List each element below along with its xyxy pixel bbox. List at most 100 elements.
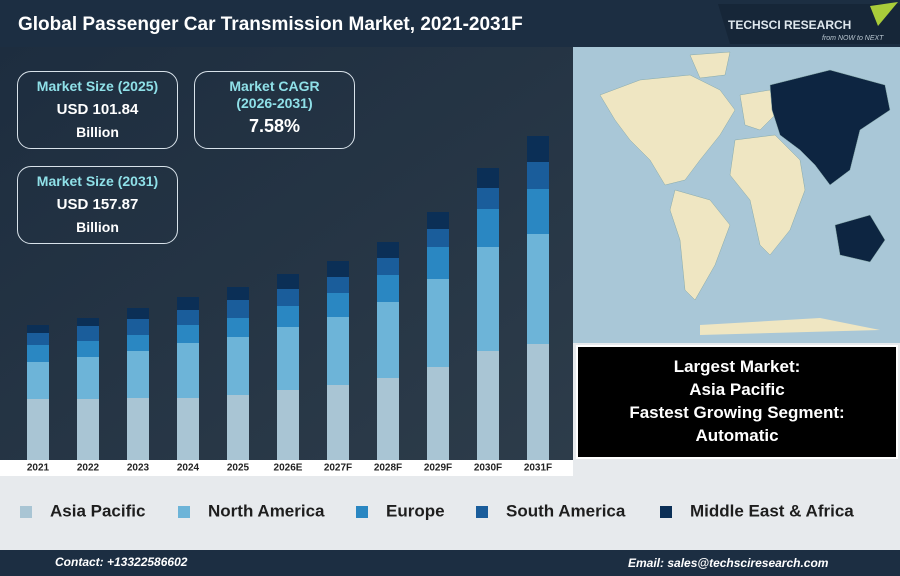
highlight-line: Asia Pacific	[689, 380, 785, 399]
contact: Contact: +13322586602	[55, 555, 188, 569]
bar-segment	[27, 362, 49, 399]
stat-value: 7.58%	[248, 116, 301, 136]
highlight-line: Largest Market:	[673, 357, 801, 376]
bar-segment	[277, 289, 299, 306]
bar-segment	[427, 247, 449, 279]
bar-segment	[377, 302, 399, 378]
bar-segment	[227, 300, 249, 318]
bar-segment	[77, 341, 99, 357]
bar-segment	[177, 297, 199, 310]
legend-label: Middle East & Africa	[690, 501, 854, 520]
bar-segment	[277, 390, 299, 460]
stat-label: Market CAGR	[229, 78, 320, 94]
bar-segment	[127, 398, 149, 460]
title: Global Passenger Car Transmission Market…	[18, 14, 523, 35]
bar-segment	[277, 327, 299, 390]
bar-segment	[127, 335, 149, 351]
asia	[769, 69, 891, 186]
bar-segment	[427, 367, 449, 460]
bar-segment	[527, 189, 549, 234]
bar-segment	[477, 247, 499, 351]
australia	[834, 214, 886, 263]
stat-value: USD 157.87	[56, 196, 139, 213]
north-america	[599, 74, 736, 186]
highlight-line: Fastest Growing Segment:	[629, 403, 845, 422]
legend-swatch	[356, 506, 368, 518]
bar-segment	[527, 344, 549, 460]
x-tick-label: 2029F	[424, 463, 452, 474]
x-tick-label: 2030F	[474, 463, 502, 474]
legend-label: Asia Pacific	[50, 501, 145, 520]
bar-segment	[377, 378, 399, 460]
x-tick-label: 2021	[27, 463, 50, 474]
stat-card: Market CAGR (2026-2031) 7.58%	[194, 71, 355, 149]
x-tick-label: 2024	[177, 463, 200, 474]
legend-label: Europe	[386, 501, 445, 520]
stat-card: Market Size (2025) USD 101.84 Billion	[17, 71, 178, 149]
bar-segment	[327, 261, 349, 277]
bar-segment	[227, 395, 249, 460]
x-tick-label: 2027F	[324, 463, 352, 474]
world-map	[573, 47, 900, 343]
stat-label: (2026-2031)	[236, 95, 313, 111]
x-tick-label: 2026E	[274, 463, 303, 474]
x-tick-label: 2023	[127, 463, 150, 474]
logo: TECHSCI RESEARCH	[728, 18, 851, 32]
x-tick-label: 2025	[227, 463, 250, 474]
bar-segment	[27, 333, 49, 345]
bar-segment	[77, 357, 99, 399]
africa	[729, 134, 806, 256]
bar-segment	[227, 337, 249, 395]
bar-segment	[527, 162, 549, 189]
bar-segment	[477, 168, 499, 188]
legend-label: South America	[506, 501, 626, 520]
axis-strip	[0, 460, 573, 476]
bar-segment	[77, 326, 99, 341]
bar-segment	[377, 242, 399, 258]
bar-segment	[227, 287, 249, 300]
bar-segment	[477, 188, 499, 209]
bar-segment	[227, 318, 249, 337]
x-tick-label: 2031F	[524, 463, 552, 474]
x-tick-label: 2028F	[374, 463, 402, 474]
bar-segment	[527, 234, 549, 344]
bar-segment	[177, 325, 199, 343]
email: Email: sales@techsciresearch.com	[628, 556, 829, 570]
greenland	[689, 51, 731, 79]
stat-unit: Billion	[76, 219, 119, 235]
bar-segment	[177, 343, 199, 398]
bar-segment	[127, 351, 149, 398]
stat-card: Market Size (2031) USD 157.87 Billion	[17, 166, 178, 244]
legend-swatch	[178, 506, 190, 518]
legend-swatch	[20, 506, 32, 518]
bar-segment	[277, 274, 299, 289]
bar-segment	[177, 398, 199, 460]
bar-segment	[327, 317, 349, 385]
bar-segment	[427, 229, 449, 247]
bar-segment	[27, 345, 49, 362]
bar-segment	[327, 293, 349, 317]
bar-segment	[327, 385, 349, 460]
bar-segment	[27, 325, 49, 333]
logo-mark	[870, 2, 898, 26]
legend-swatch	[660, 506, 672, 518]
stat-label: Market Size (2025)	[36, 78, 159, 94]
bar-segment	[427, 212, 449, 229]
bar-segment	[77, 399, 99, 460]
stat-unit: Billion	[76, 124, 119, 140]
south-america	[669, 189, 731, 301]
logo-panel	[718, 4, 900, 44]
bar-segment	[77, 318, 99, 326]
tagline: from NOW to NEXT	[822, 35, 884, 42]
footer-bar	[0, 550, 900, 576]
bar-segment	[127, 308, 149, 319]
highlights: Largest Market: Asia Pacific Fastest Gro…	[576, 345, 898, 459]
bar-segment	[377, 275, 399, 302]
bar-segment	[277, 306, 299, 327]
stat-value: USD 101.84	[56, 101, 139, 118]
legend-label: North America	[208, 501, 325, 520]
bar-segment	[327, 277, 349, 293]
bar-segment	[27, 399, 49, 460]
